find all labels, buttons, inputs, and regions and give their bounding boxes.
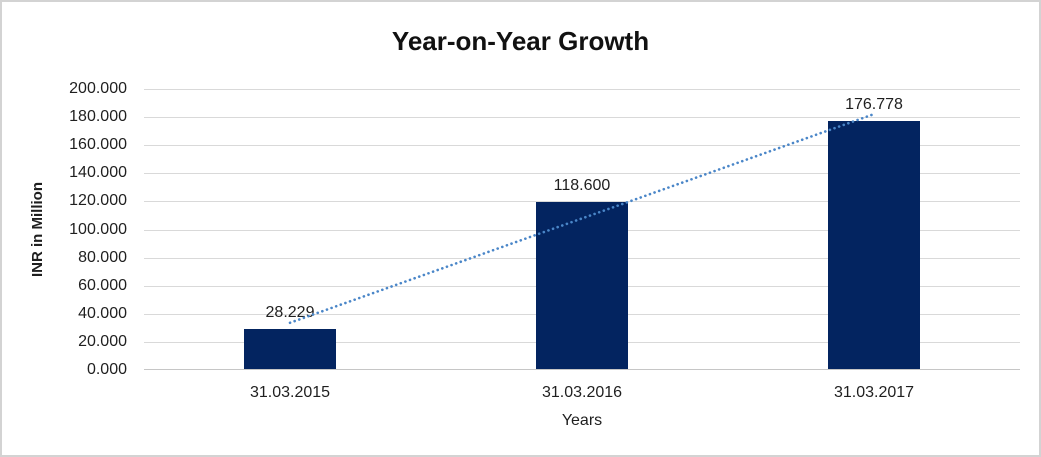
y-axis-tick-label: 140.000 — [69, 164, 127, 182]
y-axis-tick-label: 40.000 — [78, 304, 127, 322]
trendline-dotted-line — [288, 112, 876, 325]
y-axis-tick-label: 80.000 — [78, 248, 127, 266]
y-axis-tick-label: 100.000 — [69, 220, 127, 238]
bar-31.03.2016 — [536, 202, 628, 369]
y-axis-tick-label: 0.000 — [86, 361, 127, 378]
bar-value-label: 118.600 — [553, 177, 611, 195]
gridline — [144, 145, 1020, 147]
y-axis-tick-label: 60.000 — [78, 276, 127, 294]
trendline — [288, 112, 876, 325]
x-axis-tick-label: 31.03.2015 — [249, 384, 331, 401]
x-axis-tick-label: 31.03.2016 — [541, 384, 623, 401]
y-axis-tick-label: 200.000 — [69, 80, 127, 97]
gridline — [144, 173, 1020, 175]
y-axis-tick-label: 160.000 — [69, 136, 127, 154]
bar-31.03.2015 — [244, 329, 336, 369]
gridline — [144, 117, 1020, 119]
gridline — [144, 89, 1020, 90]
gridline — [144, 201, 1020, 203]
y-axis-tick-label: 20.000 — [78, 332, 127, 350]
bar-value-label: 28.229 — [265, 304, 315, 322]
bar-31.03.2017 — [828, 120, 920, 369]
bar-value-label: 176.778 — [845, 95, 903, 113]
plot-area: 28.229 118.600 176.778 — [144, 89, 1020, 370]
chart-title: Year-on-Year Growth — [391, 26, 650, 56]
y-axis-tick-label: 120.000 — [69, 192, 127, 210]
x-axis-tick-label: 31.03.2017 — [833, 384, 915, 401]
x-axis-title: Years — [561, 412, 603, 429]
y-axis-tick-label: 180.000 — [69, 108, 127, 126]
